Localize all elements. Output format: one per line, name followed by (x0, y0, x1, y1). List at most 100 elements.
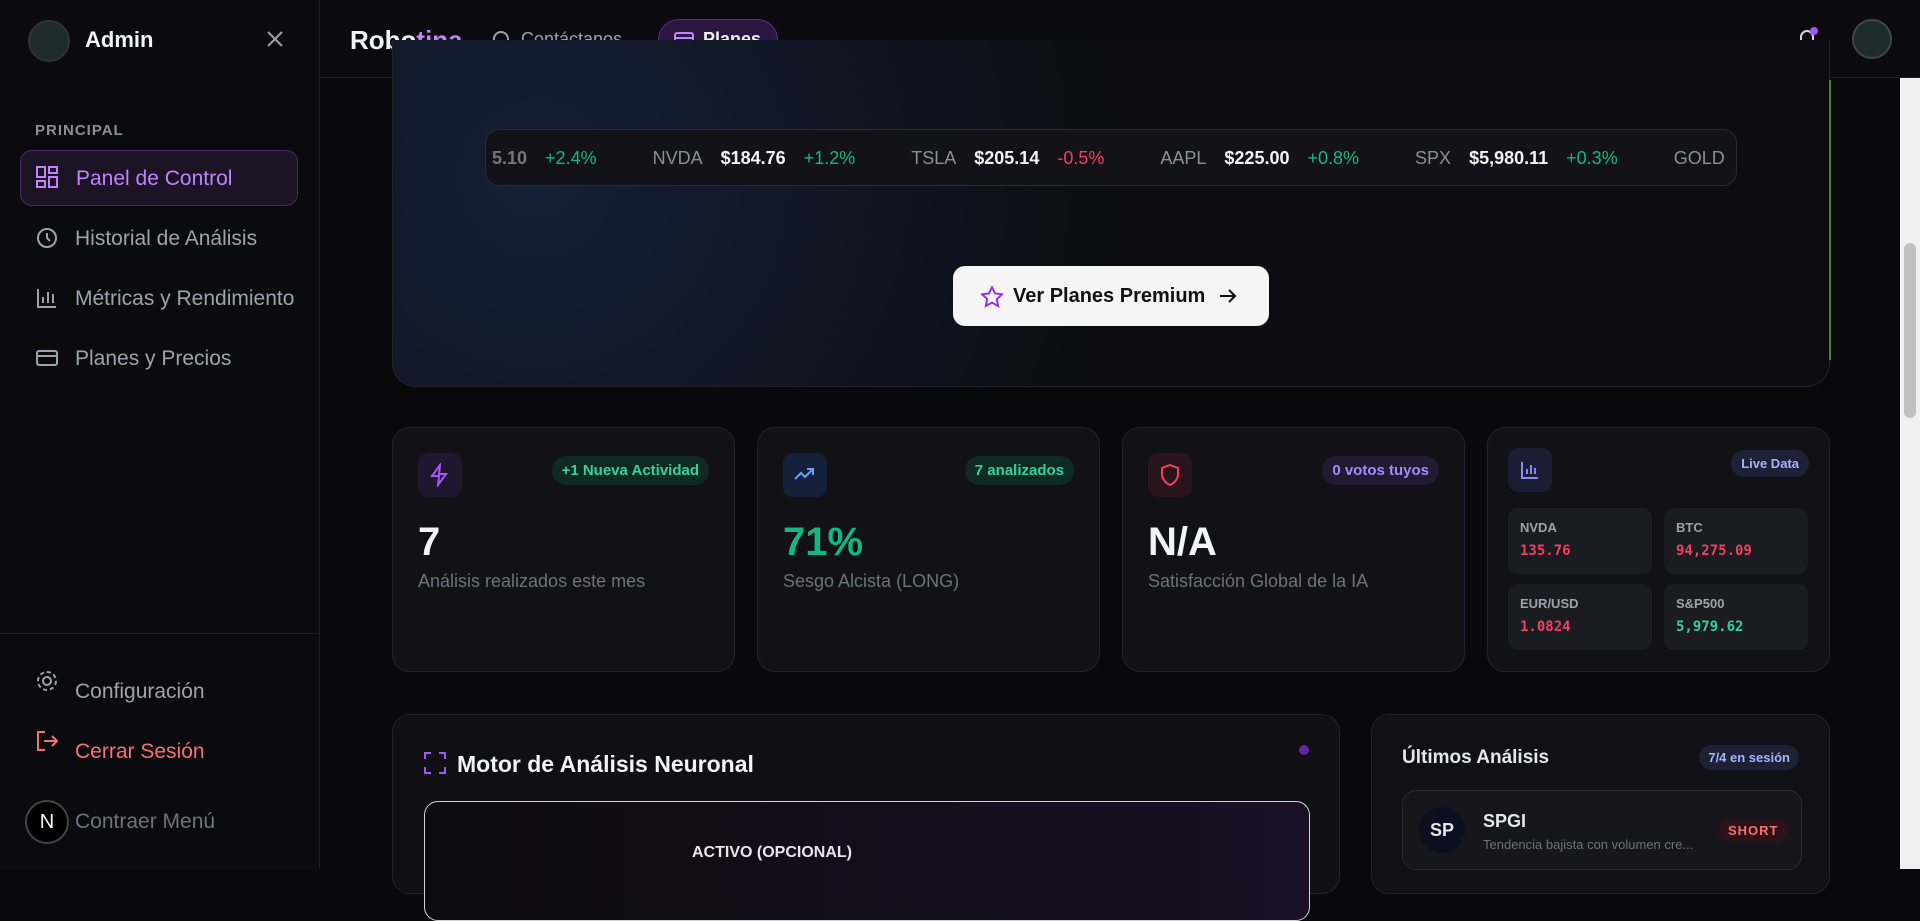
ticker: 5.10 +2.4% NVDA $184.76 +1.2% TSLA $205.14 -0.5… (485, 129, 1737, 186)
engine-card: Motor de Análisis Neuronal ACTIVO (OPCIO… (392, 714, 1340, 921)
scan-icon (424, 752, 446, 774)
quote: BTC 94,275.09 (1664, 508, 1808, 574)
quote-price: 94,275.09 (1676, 543, 1752, 559)
nav-icon (37, 731, 58, 751)
ticker-item: NVDA $184.76 +1.2% (652, 148, 874, 168)
logo (28, 20, 70, 62)
ticker-price: $184.76 (720, 148, 786, 168)
stat-icon (418, 453, 462, 497)
ticker-symbol: TSLA (911, 148, 957, 168)
nav-item[interactable]: Historial de Análisis (75, 227, 258, 250)
ticker-symbol: GOLD (1673, 148, 1725, 168)
stat-card: 7 analizados 71% Sesgo Alcista (LONG) (757, 427, 1100, 672)
stat-value: 7 (418, 520, 441, 564)
ticker-symbol: NVDA (652, 148, 703, 168)
ticker-price: $5,980.11 (1469, 148, 1549, 168)
stat-value: N/A (1148, 520, 1217, 564)
quote-price: 135.76 (1520, 543, 1571, 559)
hero-card (392, 40, 1831, 387)
ticker-item: TSLA $205.14 -0.5% (911, 148, 1122, 168)
ticker-symbol: SPX (1415, 148, 1452, 168)
nav-item[interactable]: Panel de Control (20, 150, 298, 206)
ticker-price: $225.00 (1224, 148, 1290, 168)
icon-glyph (1161, 463, 1179, 487)
quote-symbol: S&P500 (1676, 596, 1725, 611)
item-side: SHORT (1718, 819, 1789, 842)
quote-symbol: BTC (1676, 520, 1703, 535)
live-badge: Live Data (1731, 450, 1809, 477)
ticker-item: 5.10 +2.4% (492, 148, 615, 168)
engine-title: Motor de Análisis Neuronal (457, 751, 754, 777)
recent-item[interactable]: SP SPGI Tendencia bajista con volumen cr… (1402, 790, 1802, 870)
field-label: ACTIVO (OPCIONAL) (692, 844, 852, 861)
ticker-change: +1.2% (803, 148, 856, 168)
close-icon[interactable] (266, 30, 284, 48)
stat-card: 0 votos tuyos N/A Satisfacción Global de l… (1122, 427, 1465, 672)
star-icon (981, 286, 1003, 308)
nav-item[interactable]: Métricas y Rendimiento (75, 287, 295, 310)
stat-badge: +1 Nueva Actividad (551, 456, 709, 485)
live-card: Live Data NVDA 135.76 BTC 94,275.09 EUR/USD 1… (1487, 427, 1830, 672)
nav-icon (37, 671, 57, 691)
stat-label: Sesgo Alcista (LONG) (783, 571, 960, 591)
cta-button[interactable]: Ver Planes Premium (953, 266, 1269, 326)
recent-badge: 7/4 en sesión (1699, 745, 1799, 770)
sidebar-title: Admin (85, 27, 154, 52)
accent-line (1829, 80, 1831, 360)
ticker-change: +0.3% (1566, 148, 1618, 168)
icon-glyph (430, 463, 448, 487)
cta-label: Ver Planes Premium (1013, 285, 1206, 307)
ticker-price: $205.14 (974, 148, 1040, 168)
scroll-thumb[interactable] (1904, 243, 1916, 418)
ticker-change: -0.5% (1057, 148, 1105, 168)
ticker-price: 5.10 (492, 148, 528, 168)
recent-card: Últimos Análisis 7/4 en sesión SP SPGI T… (1371, 714, 1830, 894)
logout-link[interactable]: Cerrar Sesión (75, 740, 205, 763)
quote-price: 1.0824 (1520, 619, 1571, 635)
nav-icon (37, 289, 56, 308)
stat-label: Análisis realizados este mes (418, 571, 646, 591)
quote-symbol: NVDA (1520, 520, 1557, 535)
nav-item[interactable]: Planes y Precios (75, 347, 232, 370)
stat-icon (1148, 453, 1192, 497)
ticker-change: +2.4% (545, 148, 597, 168)
item-desc: Tendencia bajista con volumen cre... (1483, 837, 1694, 852)
nav-icon (37, 228, 57, 248)
arrow-icon (1220, 289, 1237, 303)
quote: EUR/USD 1.0824 (1508, 584, 1652, 650)
divider (0, 633, 320, 634)
quote: NVDA 135.76 (1508, 508, 1652, 574)
nav-icon (36, 350, 58, 366)
item-avatar: SP (1419, 807, 1465, 853)
collapse-link[interactable]: Contraer Menú (75, 810, 216, 833)
stat-badge: 7 analizados (964, 456, 1074, 485)
chart-icon (1508, 448, 1552, 492)
nav-icon (36, 166, 58, 188)
stat-value: 71% (783, 520, 864, 564)
dev-badge[interactable]: N (25, 800, 69, 844)
stat-badge: 0 votos tuyos (1322, 456, 1439, 485)
ticker-item: SPX $5,980.11 +0.3% (1415, 148, 1636, 168)
sidebar: Admin PRINCIPAL Panel de Control Histori… (0, 0, 320, 869)
ticker-change: +0.8% (1307, 148, 1360, 168)
stat-label: Satisfacción Global de la IA (1148, 571, 1369, 591)
recent-title: Últimos Análisis (1402, 747, 1550, 768)
item-symbol: SPGI (1483, 811, 1527, 831)
icon-glyph (794, 468, 814, 480)
ticker-item: GOLD$2,650.40 (1673, 148, 1736, 168)
stat-card: +1 Nueva Actividad 7 Análisis realizados e… (392, 427, 735, 672)
quote: S&P500 5,979.62 (1664, 584, 1808, 650)
ticker-symbol: AAPL (1160, 148, 1207, 168)
section-label: PRINCIPAL (35, 122, 124, 139)
scrollbar[interactable] (1900, 78, 1920, 869)
quote-price: 5,979.62 (1676, 619, 1744, 635)
quote-symbol: EUR/USD (1520, 596, 1579, 611)
stat-icon (783, 453, 827, 497)
ticker-item: AAPL $225.00 +0.8% (1160, 148, 1377, 168)
avatar[interactable] (1852, 19, 1892, 59)
engine-form: ACTIVO (OPCIONAL) (424, 801, 1310, 921)
settings-link[interactable]: Configuración (75, 680, 205, 703)
status-dot (1299, 745, 1309, 755)
